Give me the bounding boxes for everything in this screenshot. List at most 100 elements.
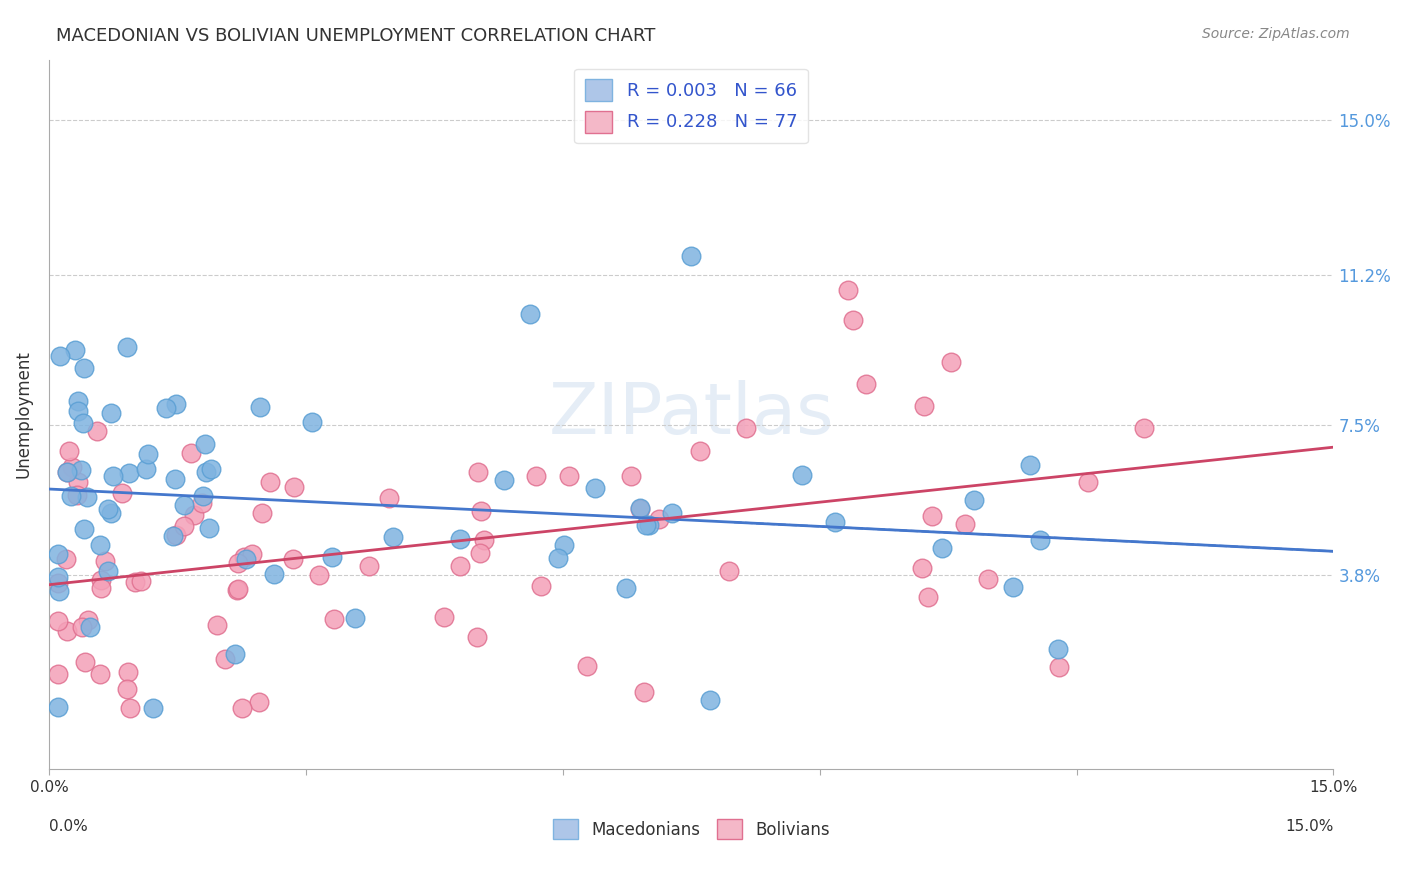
Point — [620, 468, 643, 483]
Point — [1077, 475, 1099, 490]
Point — [449, 532, 471, 546]
Point — [155, 401, 177, 415]
Point — [308, 568, 330, 582]
Point — [343, 611, 366, 625]
Point — [323, 612, 346, 626]
Text: 15.0%: 15.0% — [1285, 819, 1333, 834]
Point — [689, 443, 711, 458]
Point — [46, 547, 69, 561]
Point — [48, 583, 70, 598]
Point — [191, 490, 214, 504]
Point — [183, 508, 205, 523]
Point — [638, 517, 661, 532]
Point — [79, 620, 101, 634]
Point — [912, 400, 935, 414]
Point — [679, 249, 702, 263]
Y-axis label: Unemployment: Unemployment — [15, 351, 32, 478]
Point — [46, 667, 69, 681]
Point — [226, 583, 249, 598]
Point — [233, 550, 256, 565]
Point — [142, 701, 165, 715]
Text: 0.0%: 0.0% — [49, 819, 87, 834]
Point — [75, 655, 97, 669]
Point — [842, 313, 865, 327]
Point — [553, 538, 575, 552]
Point — [1029, 533, 1052, 548]
Point — [633, 685, 655, 699]
Point — [97, 564, 120, 578]
Point — [1047, 642, 1070, 657]
Text: ZIPatlas: ZIPatlas — [548, 380, 834, 449]
Point — [100, 406, 122, 420]
Point — [977, 572, 1000, 586]
Text: MACEDONIAN VS BOLIVIAN UNEMPLOYMENT CORRELATION CHART: MACEDONIAN VS BOLIVIAN UNEMPLOYMENT CORR… — [56, 27, 655, 45]
Point — [231, 701, 253, 715]
Point — [281, 552, 304, 566]
Point — [117, 665, 139, 679]
Point — [115, 682, 138, 697]
Point — [472, 533, 495, 547]
Point — [576, 659, 599, 673]
Point — [90, 581, 112, 595]
Point — [939, 354, 962, 368]
Point — [198, 521, 221, 535]
Point — [55, 466, 77, 480]
Point — [614, 581, 637, 595]
Point — [470, 504, 492, 518]
Point — [226, 582, 249, 597]
Point — [165, 397, 187, 411]
Point — [49, 349, 72, 363]
Point — [259, 475, 281, 489]
Point — [377, 491, 399, 505]
Point — [118, 701, 141, 715]
Point — [173, 519, 195, 533]
Point — [56, 465, 79, 479]
Point — [100, 506, 122, 520]
Point — [931, 541, 953, 556]
Point — [94, 554, 117, 568]
Point — [583, 481, 606, 495]
Text: Source: ZipAtlas.com: Source: ZipAtlas.com — [1202, 27, 1350, 41]
Point — [63, 343, 86, 357]
Point — [89, 539, 111, 553]
Point — [56, 624, 79, 639]
Point — [433, 610, 456, 624]
Point — [359, 559, 381, 574]
Point — [628, 502, 651, 516]
Point — [55, 552, 77, 566]
Point — [101, 468, 124, 483]
Point — [240, 547, 263, 561]
Point — [46, 576, 69, 591]
Point — [301, 416, 323, 430]
Point — [70, 462, 93, 476]
Point — [224, 647, 246, 661]
Point — [717, 564, 740, 578]
Point — [66, 488, 89, 502]
Point — [66, 404, 89, 418]
Point — [792, 468, 814, 483]
Point — [73, 523, 96, 537]
Point — [824, 515, 846, 529]
Point — [76, 613, 98, 627]
Point — [661, 506, 683, 520]
Point — [321, 549, 343, 564]
Point — [494, 473, 516, 487]
Point — [180, 446, 202, 460]
Legend: R = 0.003   N = 66, R = 0.228   N = 77: R = 0.003 N = 66, R = 0.228 N = 77 — [574, 69, 808, 144]
Point — [519, 308, 541, 322]
Point — [194, 436, 217, 450]
Point — [195, 465, 218, 479]
Point — [135, 462, 157, 476]
Point — [247, 695, 270, 709]
Point — [136, 447, 159, 461]
Point — [76, 490, 98, 504]
Point — [921, 508, 943, 523]
Point — [1132, 420, 1154, 434]
Point — [97, 502, 120, 516]
Point — [837, 283, 859, 297]
Point — [70, 619, 93, 633]
Point — [86, 424, 108, 438]
Point — [226, 556, 249, 570]
Point — [89, 667, 111, 681]
Point — [263, 567, 285, 582]
